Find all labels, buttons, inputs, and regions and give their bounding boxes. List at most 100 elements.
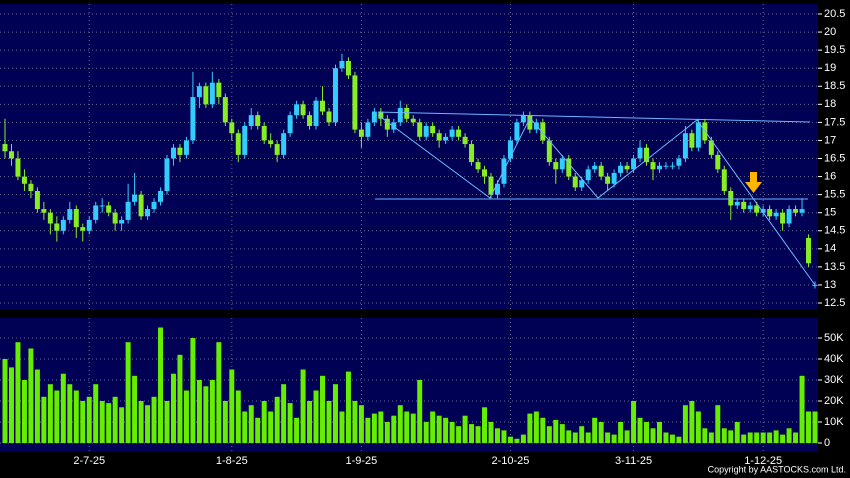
volume-bar [151, 396, 157, 443]
volume-bars [2, 327, 818, 443]
candle-body [307, 115, 313, 126]
volume-bar [501, 430, 507, 443]
candle-body [637, 147, 643, 159]
x-tick-label: 1-8-25 [216, 455, 248, 467]
candle-body [80, 227, 86, 231]
volume-bar [164, 401, 170, 443]
candle-body [358, 129, 364, 137]
candle-body [689, 133, 695, 148]
candle-body [145, 209, 151, 217]
volume-bar [158, 327, 164, 443]
candle-body [676, 158, 682, 166]
candle-body [300, 104, 306, 116]
volume-bar [520, 434, 526, 443]
candle-body [151, 201, 157, 210]
volume-bar [475, 426, 481, 443]
y-tick-label: 12.5 [824, 297, 845, 309]
candle-body [209, 82, 215, 105]
candle-body [177, 147, 183, 155]
volume-bar [572, 432, 578, 443]
volume-bar [462, 415, 468, 443]
volume-bar [222, 401, 228, 443]
candle-body [339, 60, 345, 69]
volume-bar [106, 403, 112, 443]
volume-bar [715, 405, 721, 443]
volume-bar [281, 384, 287, 443]
candle-body [650, 162, 656, 170]
volume-bar [73, 390, 79, 443]
volume-bar [378, 411, 384, 443]
candle-body [242, 125, 248, 155]
candle-body [313, 100, 319, 126]
candle-body [158, 191, 164, 202]
y-tick-label: 15.5 [824, 189, 845, 201]
volume-bar [618, 422, 624, 443]
candle-body [235, 133, 241, 155]
volume-bar [423, 422, 429, 443]
volume-bar [345, 371, 351, 443]
volume-bar [384, 422, 390, 443]
volume-bar [579, 426, 585, 443]
candle-body [391, 122, 397, 130]
y-tick-label: 14.5 [824, 225, 845, 237]
candle-body [417, 122, 423, 137]
candle-body [812, 284, 818, 286]
volume-bar [669, 434, 675, 443]
candle-body [611, 172, 617, 184]
candle-body [371, 111, 377, 123]
candle-body [203, 86, 209, 105]
volume-bar [812, 411, 818, 443]
volume-bar [559, 424, 565, 443]
candle-body [281, 133, 287, 155]
volume-bar [456, 426, 462, 443]
candle-body [255, 115, 261, 126]
volume-bar [209, 380, 215, 443]
candle-body [449, 129, 455, 137]
y-tick-label: 18.5 [824, 80, 845, 92]
volume-bar [261, 401, 267, 443]
volume-bar [99, 401, 105, 443]
volume-bar [598, 422, 604, 443]
y-tick-label: 19 [824, 62, 836, 74]
volume-bar [41, 396, 47, 443]
candle-body [793, 209, 799, 213]
candle-body [248, 115, 254, 126]
volume-bar [695, 411, 701, 443]
candles [2, 53, 818, 289]
volume-bar [566, 430, 572, 443]
x-tick-label: 3-11-25 [615, 455, 652, 467]
volume-bar [663, 432, 669, 443]
y2-tick-label: 10K [824, 416, 844, 428]
candle-body [566, 158, 572, 177]
trend-line [377, 111, 811, 123]
volume-bar [274, 396, 280, 443]
volume-bar [754, 432, 760, 443]
candle-body [410, 118, 416, 123]
candle-body [663, 165, 669, 167]
candle-body [67, 209, 73, 220]
volume-bar [430, 411, 436, 443]
volume-bar [747, 432, 753, 443]
volume-bar [734, 422, 740, 443]
y-tick-label: 13 [824, 279, 836, 291]
x-tick-label: 1-9-25 [346, 455, 378, 467]
volume-bar [689, 401, 695, 443]
candle-body [721, 169, 727, 192]
volume-bar [170, 373, 176, 443]
y2-tick-label: 0 [824, 437, 830, 449]
volume-bar [28, 348, 34, 443]
candle-body [132, 194, 138, 202]
volume-bar [391, 415, 397, 443]
volume-bar [488, 422, 494, 443]
candle-body [8, 151, 14, 159]
y-tick-label: 16.5 [824, 152, 845, 164]
volume-bar [728, 430, 734, 443]
volume-bar [235, 390, 241, 443]
candle-body [345, 60, 351, 76]
volume-bar [527, 413, 533, 443]
x-tick-label: 1-12-25 [744, 455, 782, 467]
volume-bar [326, 401, 332, 443]
candle-body [384, 118, 390, 130]
candle-body [352, 75, 358, 130]
